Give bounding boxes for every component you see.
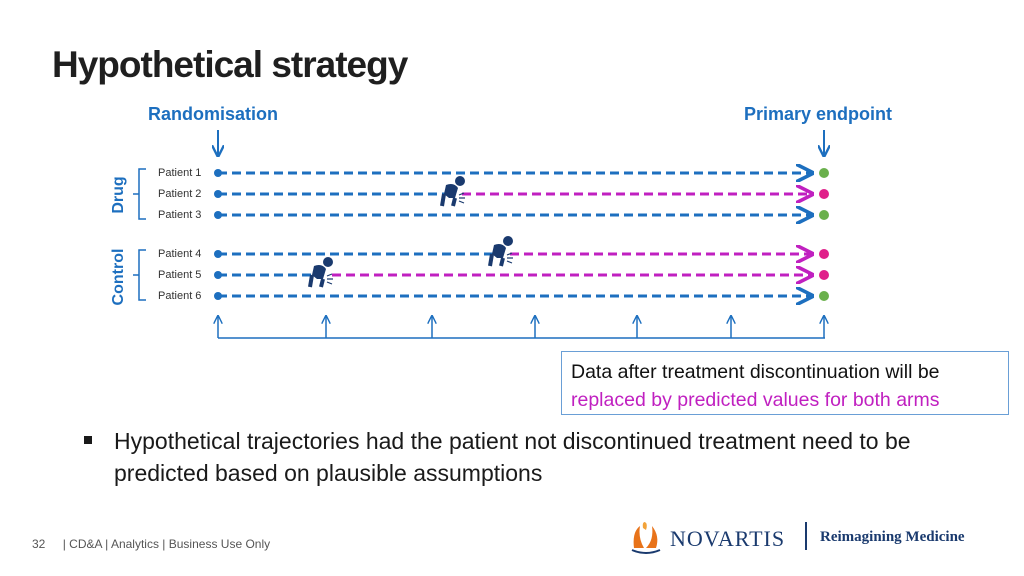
- start-dot-4: [214, 250, 222, 258]
- logo-separator: [805, 522, 807, 550]
- start-dot-2: [214, 190, 222, 198]
- endpoint-dot-5: [819, 270, 829, 280]
- logo-brand: NOVARTIS: [670, 526, 786, 551]
- bullet-square-icon: [84, 436, 92, 444]
- note-box: Data after treatment discontinuation wil…: [561, 351, 1009, 415]
- bullet-text: Hypothetical trajectories had the patien…: [114, 428, 911, 486]
- patient-label-4: Patient 4: [158, 248, 202, 260]
- footer-text: | CD&A | Analytics | Business Use Only: [62, 537, 271, 551]
- note-line-2: replaced by predicted values for both ar…: [571, 389, 940, 411]
- endpoint-dot-2: [819, 189, 829, 199]
- randomisation-label: Randomisation: [148, 104, 279, 124]
- arm-label-control: Control: [110, 248, 127, 306]
- novartis-logo-icon: [631, 522, 661, 554]
- patient-label-6: Patient 6: [158, 290, 202, 302]
- start-dot-1: [214, 169, 222, 177]
- note-line-1: Data after treatment discontinuation wil…: [571, 361, 940, 383]
- endpoint-dot-1: [819, 168, 829, 178]
- control-bracket: [133, 249, 146, 301]
- endpoint-dot-3: [819, 210, 829, 220]
- start-dot-3: [214, 211, 222, 219]
- start-dot-6: [214, 292, 222, 300]
- patient-label-2: Patient 2: [158, 188, 202, 200]
- discontinuation-icon-5: [308, 255, 335, 289]
- patient-label-1: Patient 1: [158, 167, 202, 179]
- arm-label-drug: Drug: [110, 176, 127, 214]
- logo-tagline: Reimagining Medicine: [820, 529, 965, 545]
- discontinuation-icon-2: [440, 174, 467, 208]
- patient-label-3: Patient 3: [158, 209, 202, 221]
- footer: 32 | CD&A | Analytics | Business Use Onl…: [32, 537, 270, 551]
- endpoint-dot-4: [819, 249, 829, 259]
- start-dot-5: [214, 271, 222, 279]
- patient-label-5: Patient 5: [158, 269, 202, 281]
- primary-endpoint-label: Primary endpoint: [744, 104, 893, 124]
- drug-bracket: [133, 168, 146, 220]
- endpoint-dot-6: [819, 291, 829, 301]
- page-title: Hypothetical strategy: [52, 44, 408, 85]
- discontinuation-icon-4: [488, 234, 515, 268]
- visit-ticks: [218, 316, 824, 338]
- page-number: 32: [32, 537, 46, 551]
